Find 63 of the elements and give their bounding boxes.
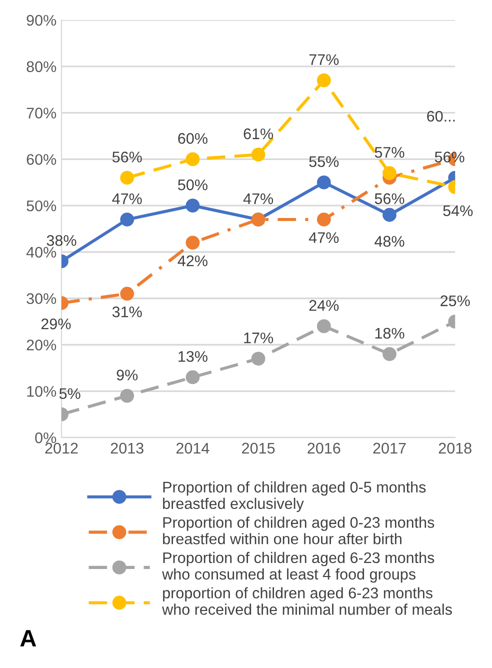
y-tick-label: 50% [26, 200, 56, 212]
data-label: 18% [375, 328, 404, 339]
x-tick-label: 2015 [242, 442, 275, 454]
point [316, 212, 331, 226]
data-label: 5% [59, 388, 80, 399]
data-label: 42% [178, 255, 208, 266]
data-label: 57% [374, 147, 404, 158]
point [186, 370, 200, 384]
data-label: 13% [178, 351, 208, 362]
data-label: 9% [116, 370, 138, 380]
data-label: 24% [309, 300, 339, 311]
point [186, 152, 200, 166]
y-tick-label: 90% [26, 14, 56, 26]
data-label: 17% [244, 332, 274, 344]
point [251, 352, 266, 366]
point [120, 286, 134, 301]
y-tick-label: 20% [26, 340, 56, 350]
data-label: 25% [440, 295, 470, 306]
legend-label: proportion of children aged 6-23 months who received the minimal number of meals [162, 587, 452, 615]
data-label: 56% [112, 152, 142, 162]
data-label: 60% [178, 133, 208, 144]
x-tick-label: 2012 [45, 442, 78, 454]
point [120, 170, 134, 185]
x-tick-label: 2013 [110, 442, 144, 454]
y-tick-label: 70% [26, 108, 56, 119]
y-tick-label: 60% [26, 154, 56, 165]
y-tick-label: 80% [26, 61, 56, 72]
point [382, 208, 396, 222]
data-label: 60... [427, 110, 455, 122]
x-tick-label: 2018 [438, 442, 472, 454]
y-tick-label: 10% [27, 386, 56, 397]
legend-label: Proportion of children aged 0-23 months breastfed within one hour after birth [163, 516, 434, 544]
point [186, 236, 200, 250]
data-label: 50% [178, 179, 208, 190]
point [382, 166, 396, 180]
point [186, 198, 200, 213]
data-label: 31% [112, 306, 142, 318]
point [382, 347, 396, 361]
point [316, 175, 331, 190]
data-label: 55% [309, 156, 339, 168]
x-tick-label: 2016 [308, 442, 340, 454]
point [251, 148, 266, 162]
data-label: 29% [41, 318, 71, 330]
point [120, 388, 134, 403]
x-tick-label: 2014 [176, 442, 210, 454]
data-label: 47% [243, 193, 274, 204]
y-tick-label: 0% [35, 432, 56, 444]
data-label: 56% [374, 193, 404, 204]
data-label: 47% [308, 232, 339, 243]
point [316, 319, 331, 334]
x-tick-label: 2017 [373, 442, 406, 454]
text: A [20, 630, 36, 646]
y-tick-label: 40% [26, 246, 56, 258]
data-label: 47% [112, 193, 142, 204]
y-tick-label: 30% [26, 293, 56, 304]
data-label: 48% [374, 236, 404, 247]
data-label: 61% [244, 128, 274, 140]
point [120, 212, 134, 226]
data-label: 54% [443, 205, 473, 216]
legend-label: Proportion of children aged 0-5 months breastfed exclusively [163, 481, 426, 512]
data-label: 77% [309, 54, 339, 65]
point [316, 73, 331, 88]
data-label: 38% [46, 235, 76, 246]
